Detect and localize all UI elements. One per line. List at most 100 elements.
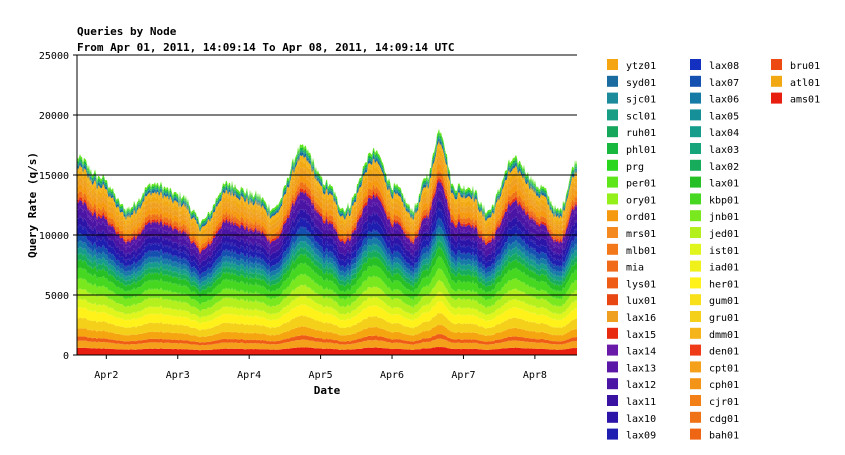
legend-label: jed01 bbox=[709, 229, 739, 240]
legend-item: mlb01 bbox=[607, 243, 656, 257]
legend-item: cdg01 bbox=[690, 411, 739, 425]
legend-swatch bbox=[690, 344, 701, 356]
x-tick-label: Apr5 bbox=[309, 370, 333, 381]
legend-item: phl01 bbox=[607, 143, 656, 156]
legend-swatch bbox=[607, 159, 618, 171]
area-layer-17 bbox=[77, 187, 577, 266]
legend-label: lax03 bbox=[709, 145, 739, 156]
y-tick-label: 20000 bbox=[39, 111, 69, 122]
legend-item: lax09 bbox=[607, 428, 656, 442]
legend-label: prg bbox=[626, 162, 644, 173]
legend-item: lax12 bbox=[607, 378, 656, 391]
legend-item: ist01 bbox=[690, 243, 739, 257]
legend-item: ruh01 bbox=[607, 126, 656, 139]
legend-label: cpt01 bbox=[709, 363, 739, 374]
legend-label: mrs01 bbox=[626, 229, 656, 240]
legend-item: dmm01 bbox=[690, 327, 739, 341]
y-tick-label: 0 bbox=[63, 351, 69, 362]
legend-swatch bbox=[771, 59, 782, 70]
legend-label: jnb01 bbox=[709, 212, 739, 223]
legend-item: jed01 bbox=[690, 227, 739, 240]
legend-label: dmm01 bbox=[709, 330, 739, 341]
legend-label: lux01 bbox=[626, 296, 656, 307]
legend-swatch bbox=[607, 193, 618, 205]
legend-swatch bbox=[690, 92, 701, 104]
legend-label: lax13 bbox=[626, 363, 656, 374]
legend-item: lax15 bbox=[607, 327, 656, 341]
area-layer-7 bbox=[77, 279, 577, 319]
legend-label: lax01 bbox=[709, 179, 739, 190]
legend-item: lax11 bbox=[607, 395, 656, 408]
legend-item: lax06 bbox=[690, 92, 739, 106]
legend-swatch bbox=[690, 428, 701, 440]
legend-item: mrs01 bbox=[607, 227, 656, 240]
legend-swatch bbox=[690, 361, 701, 373]
legend-item: lax14 bbox=[607, 344, 656, 358]
legend-label: lax05 bbox=[709, 111, 739, 122]
legend-item: syd01 bbox=[607, 75, 656, 89]
legend-swatch bbox=[690, 227, 701, 238]
legend-swatch bbox=[690, 210, 701, 222]
legend-swatch bbox=[607, 395, 618, 406]
legend-item: her01 bbox=[690, 277, 739, 290]
area-layer-20 bbox=[77, 168, 577, 253]
legend-swatch bbox=[607, 277, 618, 289]
legend-label: syd01 bbox=[626, 78, 656, 89]
legend-item: jnb01 bbox=[690, 210, 739, 223]
legend-label: sjc01 bbox=[626, 95, 656, 106]
legend-item: cjr01 bbox=[690, 395, 739, 408]
legend-swatch bbox=[607, 92, 618, 104]
legend-swatch bbox=[771, 75, 782, 87]
legend-item: bah01 bbox=[690, 428, 739, 442]
area-layer-16 bbox=[77, 198, 577, 271]
legend-label: kbp01 bbox=[709, 195, 739, 206]
legend-item: cpt01 bbox=[690, 361, 739, 374]
legend-label: lax09 bbox=[626, 431, 656, 442]
legend-swatch bbox=[607, 243, 618, 255]
legend-item: gru01 bbox=[690, 311, 739, 324]
y-tick-label: 25000 bbox=[39, 51, 69, 62]
legend-item: lax04 bbox=[690, 126, 739, 139]
legend-label: ory01 bbox=[626, 195, 656, 206]
area-layer-10 bbox=[77, 246, 577, 299]
legend-swatch bbox=[690, 126, 701, 138]
legend-item: prg bbox=[607, 159, 644, 173]
legend-swatch bbox=[607, 378, 618, 390]
legend-label: iad01 bbox=[709, 263, 739, 274]
legend-label: lys01 bbox=[626, 279, 656, 290]
area-layer-12 bbox=[77, 232, 577, 290]
legend-item: ord01 bbox=[607, 210, 656, 223]
chart-title: Queries by Node bbox=[77, 25, 177, 38]
legend-item: lax05 bbox=[690, 109, 739, 122]
legend-label: mlb01 bbox=[626, 246, 656, 257]
legend-swatch bbox=[607, 227, 618, 238]
legend-swatch bbox=[607, 361, 618, 373]
legend-item: lax03 bbox=[690, 143, 739, 156]
area-layer-15 bbox=[77, 207, 577, 277]
legend-swatch bbox=[607, 59, 618, 70]
legend-label: gum01 bbox=[709, 296, 739, 307]
legend-label: ruh01 bbox=[626, 128, 656, 139]
y-axis-label: Query Rate (q/s) bbox=[26, 152, 39, 258]
legend-swatch bbox=[690, 411, 701, 423]
legend-label: lax07 bbox=[709, 78, 739, 89]
area-layer-21 bbox=[77, 160, 577, 249]
x-tick-label: Apr8 bbox=[523, 370, 547, 381]
legend-swatch bbox=[607, 344, 618, 356]
x-tick-label: Apr4 bbox=[237, 370, 261, 381]
legend-swatch bbox=[607, 294, 618, 306]
y-axis: 0 5000 10000 15000 20000 25000 bbox=[39, 51, 78, 362]
legend: ytz01 syd01 sjc01 scl01 ruh01 phl01 prg per01 or… bbox=[607, 59, 820, 442]
area-layer-8 bbox=[77, 267, 577, 313]
area-layer-2 bbox=[77, 333, 577, 346]
legend-item: kbp01 bbox=[690, 193, 739, 206]
legend-item: ytz01 bbox=[607, 59, 656, 72]
legend-swatch bbox=[771, 92, 782, 104]
legend-label: lax06 bbox=[709, 95, 739, 106]
legend-swatch bbox=[690, 193, 701, 205]
legend-label: per01 bbox=[626, 179, 656, 190]
legend-label: lax15 bbox=[626, 330, 656, 341]
chart-subtitle: From Apr 01, 2011, 14:09:14 To Apr 08, 2… bbox=[77, 41, 455, 54]
legend-label: lax14 bbox=[626, 347, 656, 358]
legend-item: lax16 bbox=[607, 311, 656, 324]
